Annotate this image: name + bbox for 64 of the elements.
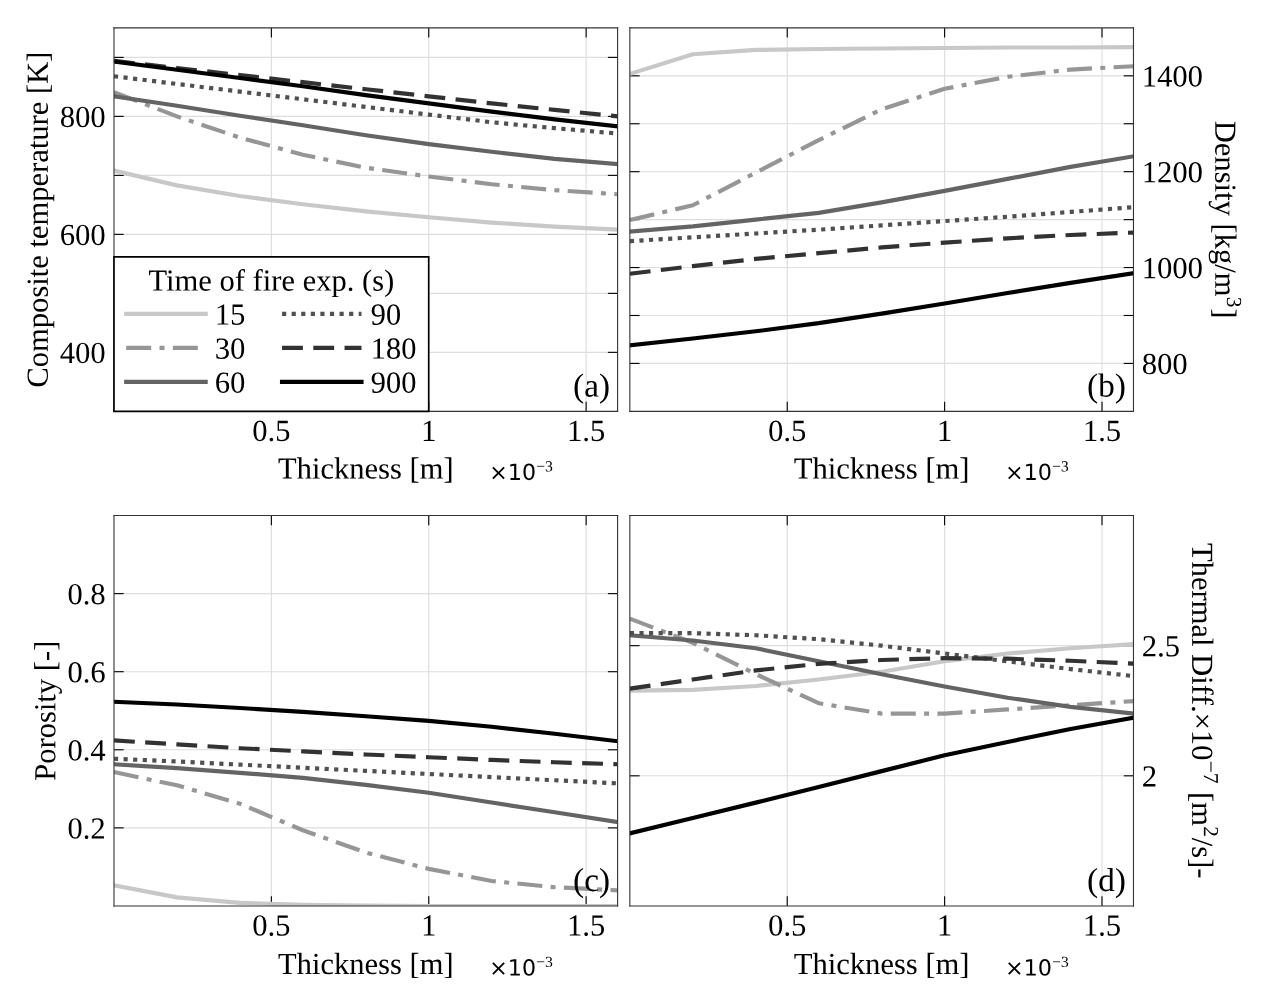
text: ×10$^{−3}$ bbox=[492, 956, 553, 976]
line-series bbox=[629, 154, 1134, 234]
x-tick-label: 1.5 bbox=[569, 420, 605, 442]
x-axis-title: Thickness [m] bbox=[794, 457, 968, 483]
y-tick-label: 0.4 bbox=[68, 740, 106, 761]
y2-tick-label: 1000 bbox=[1144, 257, 1202, 279]
y2-tick-label: 1200 bbox=[1144, 161, 1202, 183]
y-tick-label: 0.6 bbox=[68, 661, 105, 683]
text: ×10$^{−3}$ bbox=[1008, 956, 1069, 976]
y-tick-label: 600 bbox=[61, 224, 105, 246]
x-tick-label: 1.5 bbox=[1085, 915, 1120, 936]
line-series bbox=[629, 616, 1134, 716]
x-tick-label: 1 bbox=[423, 915, 435, 936]
x-tick-label: 0.5 bbox=[769, 915, 806, 936]
y2-tick-label: 2 bbox=[1143, 766, 1156, 787]
y2-tick-label: 800 bbox=[1142, 353, 1187, 375]
y2-tick-label: 1400 bbox=[1144, 66, 1202, 87]
y-axis-title: Porosity [-] bbox=[34, 642, 62, 780]
line-series bbox=[113, 756, 618, 786]
line-series bbox=[113, 699, 618, 744]
y-axis-title: Composite temperature [K] bbox=[26, 53, 55, 387]
legend-label: 15 bbox=[217, 304, 245, 325]
y2-axis-title: Density [kg/m$^{3}$] bbox=[1208, 121, 1242, 317]
legend-label: 900 bbox=[371, 372, 416, 393]
x-tick-label: 0.5 bbox=[253, 420, 290, 442]
text: ×10$^{−3}$ bbox=[492, 461, 553, 481]
legend-label: 60 bbox=[216, 372, 245, 393]
x-tick-label: 1 bbox=[939, 915, 951, 936]
x-axis-title: Thickness [m] bbox=[794, 952, 968, 979]
y-tick-label: 0.8 bbox=[68, 583, 105, 605]
y-tick-label: 800 bbox=[60, 106, 105, 128]
line-series bbox=[629, 205, 1134, 244]
line-series bbox=[113, 762, 618, 825]
y-tick-label: 400 bbox=[60, 342, 105, 364]
x-tick-label: 1 bbox=[423, 420, 435, 441]
legend-label: 90 bbox=[371, 304, 401, 325]
line-series bbox=[629, 64, 1134, 223]
text: ×10$^{−3}$ bbox=[1008, 461, 1069, 481]
line-series bbox=[113, 90, 618, 197]
x-tick-label: 0.5 bbox=[253, 915, 290, 936]
annotation: (d) bbox=[1088, 867, 1125, 899]
line-series bbox=[629, 715, 1134, 836]
annotation: (b) bbox=[1088, 373, 1125, 404]
line-series bbox=[113, 168, 618, 232]
x-tick-label: 1.5 bbox=[1085, 420, 1120, 442]
line-series bbox=[113, 59, 618, 129]
line-series bbox=[113, 94, 618, 167]
line-series bbox=[629, 642, 1134, 693]
annotation: (a) bbox=[574, 373, 609, 404]
line-series bbox=[629, 271, 1134, 348]
line-series bbox=[629, 44, 1134, 76]
line-series bbox=[629, 633, 1134, 716]
x-tick-label: 1 bbox=[939, 420, 951, 441]
x-tick-label: 0.5 bbox=[769, 420, 806, 442]
y2-tick-label: 2.5 bbox=[1143, 636, 1179, 657]
x-axis-title: Thickness [m] bbox=[278, 457, 452, 483]
x-axis-title: Thickness [m] bbox=[278, 952, 452, 979]
legend-label: 30 bbox=[216, 338, 245, 359]
y2-axis-title: Thermal Diff.×10$^{−7}$ [m$^{2}$/s]- bbox=[1188, 543, 1219, 878]
annotation: (c) bbox=[574, 867, 609, 899]
legend-title: Time of fire exp. (s) bbox=[148, 269, 393, 298]
y-tick-label: 0.2 bbox=[68, 818, 104, 839]
legend-label: 180 bbox=[373, 338, 416, 359]
x-tick-label: 1.5 bbox=[569, 915, 605, 936]
